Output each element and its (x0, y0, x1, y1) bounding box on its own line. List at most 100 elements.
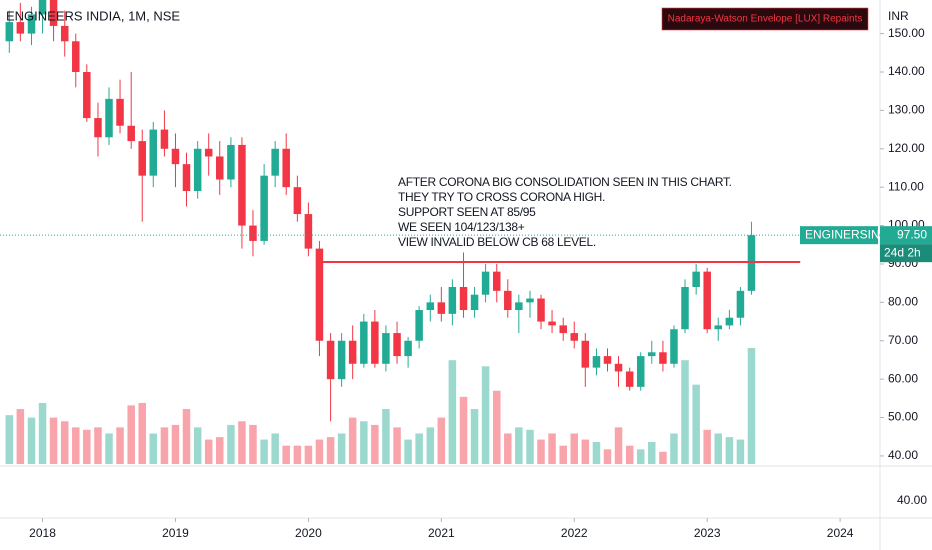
volume-bar (648, 442, 656, 464)
volume-bar (315, 439, 324, 464)
candle-body (116, 98, 124, 126)
volume-bar (493, 390, 501, 464)
candle-body (215, 156, 224, 180)
volume-bar (504, 433, 512, 464)
indicator-badge[interactable] (661, 7, 869, 31)
candle-body (193, 148, 202, 192)
candle-body (60, 25, 69, 42)
candle-body (149, 129, 158, 176)
annotation-line: AFTER CORONA BIG CONSOLIDATION SEEN IN T… (398, 175, 732, 189)
y-tick-label: 70.00 (888, 333, 918, 347)
volume-bar (149, 433, 158, 464)
overlay: Nadaraya-Watson Envelope [LUX] Repaints … (0, 7, 932, 507)
candle-body (371, 321, 379, 364)
candle-body (515, 302, 523, 311)
volume-bar (548, 433, 556, 464)
volume-bar (360, 421, 368, 464)
candle-body (72, 41, 80, 72)
volume-bar (16, 409, 25, 464)
annotation-line: WE SEEN 104/123/138+ (398, 220, 525, 234)
countdown-box (880, 244, 932, 263)
lower-pane-tick: 40.00 (897, 493, 927, 507)
annotation-line: VIEW INVALID BELOW CB 68 LEVEL. (398, 235, 596, 249)
candle-body (204, 148, 213, 157)
volume-bar (27, 417, 36, 464)
volume-bar (116, 427, 124, 464)
candle-body (581, 340, 590, 368)
candle-body (94, 118, 102, 138)
x-tick-label: 2021 (428, 526, 455, 540)
volume-bar (227, 424, 235, 464)
volume-bar (481, 366, 490, 464)
currency: INR (888, 9, 909, 23)
candle-body (681, 287, 689, 330)
volume-bar (625, 445, 634, 464)
candle-body (171, 148, 180, 165)
candle-body (537, 298, 545, 322)
volume-bar (182, 409, 191, 464)
volume-bar (426, 427, 435, 464)
candle-body (437, 302, 446, 314)
volume-bar (337, 433, 346, 464)
symbol-label-box (800, 226, 878, 245)
volume-bar (526, 429, 534, 464)
volume-bar (537, 439, 545, 464)
volume-bar (260, 439, 268, 464)
volume-bar (581, 439, 590, 464)
candle-body (559, 325, 567, 334)
candle-body (459, 287, 468, 311)
volume-bar (448, 360, 457, 464)
candle-body (315, 248, 324, 341)
candle-body (271, 148, 279, 176)
symbol-label: ENGINERSIN (805, 227, 880, 241)
y-tick-label: 60.00 (888, 371, 918, 385)
candle-body (293, 187, 302, 215)
volume-bar (714, 433, 722, 464)
volume-bar (614, 427, 623, 464)
volume-bar (437, 417, 446, 464)
candle-body (382, 333, 390, 364)
candle-body (249, 225, 257, 241)
x-tick-label: 2019 (162, 526, 189, 540)
volume-bar (83, 429, 91, 464)
y-tick-label: 150.00 (888, 26, 925, 40)
candle-body (426, 302, 435, 311)
x-tick-label: 2020 (295, 526, 322, 540)
y-tick-label: 130.00 (888, 103, 925, 117)
volume-bar (692, 384, 700, 464)
candle-body (736, 290, 745, 318)
candle-body (448, 287, 457, 314)
candle-body (227, 144, 235, 180)
candle-body (481, 271, 490, 295)
candle-body (348, 340, 357, 364)
annotation-line: SUPPORT SEEN AT 85/95 (398, 205, 536, 219)
price-label: 97.50 (897, 227, 927, 241)
volume-bar (592, 442, 601, 464)
volume-bar (659, 451, 667, 464)
volume-bar (703, 429, 711, 464)
volume-bar (636, 449, 645, 464)
candle-body (470, 294, 479, 311)
volume-bar (736, 439, 745, 464)
volume-bar (38, 402, 47, 464)
volume-bar (171, 424, 180, 464)
volume-bar (470, 409, 479, 464)
candle-body (5, 22, 14, 42)
candle-body (714, 325, 722, 330)
candle-body (160, 129, 169, 149)
volume-bar (238, 421, 246, 464)
countdown: 24d 2h (884, 245, 921, 259)
candle-body (138, 141, 146, 176)
chart-title[interactable]: ENGINEERS INDIA, 1M, NSE (6, 8, 180, 23)
volume-bar (559, 445, 567, 464)
y-tick-label: 50.00 (888, 410, 918, 424)
volume-bar (249, 424, 257, 464)
volume-bar (215, 437, 224, 464)
candle-body (659, 352, 667, 364)
candle-body (393, 333, 401, 357)
candle-body (27, 14, 36, 34)
candle-body (692, 271, 700, 288)
volume-bar (515, 427, 523, 464)
y-tick-label: 40.00 (888, 448, 918, 462)
candle-body (636, 356, 645, 387)
